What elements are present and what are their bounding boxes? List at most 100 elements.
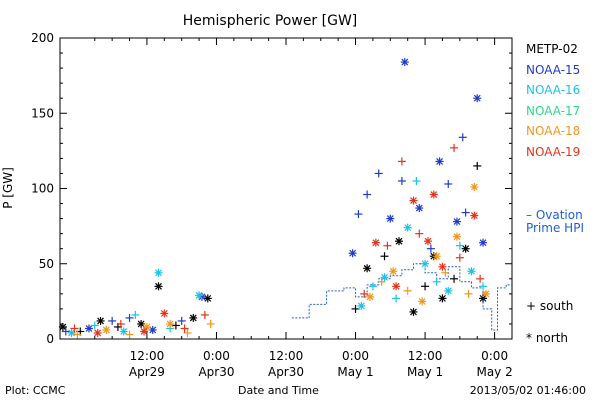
data-point-south bbox=[392, 294, 401, 303]
x-axis: 12:00 Apr29 0:00 Apr30 12:00 Apr30 0:00 May 1 12… bbox=[94, 38, 513, 379]
data-point-north bbox=[58, 322, 67, 331]
data-point-north bbox=[140, 327, 149, 336]
data-point-north bbox=[435, 157, 444, 166]
data-point-north bbox=[389, 267, 398, 276]
data-point-south bbox=[450, 143, 459, 152]
data-point-south bbox=[177, 316, 186, 325]
legend-item-noaa-15: NOAA-15 bbox=[526, 62, 581, 77]
data-point-south bbox=[200, 310, 209, 319]
data-point-north bbox=[137, 319, 146, 328]
data-point-south bbox=[354, 210, 363, 219]
data-point-north bbox=[432, 252, 441, 261]
x-tick-label-date: Apr30 bbox=[268, 365, 304, 379]
data-point-north bbox=[479, 238, 488, 247]
data-point-south bbox=[464, 289, 473, 298]
data-point-south bbox=[383, 241, 392, 250]
x-axis-label: Date and Time bbox=[238, 384, 319, 397]
y-axis: 0 50 100 150 200 bbox=[31, 31, 512, 346]
y-tick-label: 200 bbox=[31, 31, 54, 45]
data-point-south bbox=[131, 310, 140, 319]
x-tick-label-time: 0:00 bbox=[203, 349, 230, 363]
data-point-north bbox=[142, 322, 151, 331]
legend-south-marker: + south bbox=[526, 299, 574, 313]
x-tick-label-time: 0:00 bbox=[481, 349, 508, 363]
legend-north-marker: * north bbox=[526, 331, 569, 345]
data-point-south bbox=[476, 274, 485, 283]
data-point-south bbox=[351, 304, 360, 313]
chart-title: Hemispheric Power [GW] bbox=[183, 13, 358, 29]
legend-ovation-line1: – Ovation bbox=[526, 208, 583, 222]
data-point-south bbox=[432, 277, 441, 286]
plot-credit: Plot: CCMC bbox=[5, 384, 66, 397]
plot-frame bbox=[59, 37, 513, 340]
data-point-north bbox=[154, 282, 163, 291]
x-tick-label-time: 12:00 bbox=[130, 349, 165, 363]
data-point-south bbox=[171, 321, 180, 330]
x-tick-label-date: May 2 bbox=[476, 365, 512, 379]
data-point-north bbox=[148, 325, 157, 334]
x-tick-label-date: May 1 bbox=[407, 365, 443, 379]
data-point-north bbox=[481, 289, 490, 298]
data-point-north bbox=[423, 237, 432, 246]
ovation-hpi-line bbox=[291, 263, 512, 331]
y-tick-label: 50 bbox=[39, 257, 54, 271]
series-noaa-15 bbox=[61, 58, 488, 336]
x-tick-label-date: Apr29 bbox=[129, 365, 165, 379]
data-point-south bbox=[426, 244, 435, 253]
data-point-south bbox=[377, 277, 386, 286]
data-point-south bbox=[479, 282, 488, 291]
data-point-north bbox=[429, 190, 438, 199]
data-point-north bbox=[400, 58, 409, 67]
x-tick-label-date: Apr30 bbox=[198, 365, 234, 379]
data-point-north bbox=[403, 223, 412, 232]
data-point-north bbox=[357, 301, 366, 310]
series-noaa-16 bbox=[67, 176, 488, 337]
data-point-north bbox=[386, 214, 395, 223]
data-point-south bbox=[61, 327, 70, 336]
data-point-north bbox=[452, 232, 461, 241]
data-point-south bbox=[183, 328, 192, 337]
data-point-north bbox=[96, 316, 105, 325]
data-point-north bbox=[409, 196, 418, 205]
x-tick-label-time: 0:00 bbox=[342, 349, 369, 363]
data-point-south bbox=[397, 176, 406, 185]
data-point-north bbox=[470, 182, 479, 191]
data-point-south bbox=[363, 190, 372, 199]
data-point-south bbox=[380, 252, 389, 261]
legend-ovation-line2: Prime HPI bbox=[526, 221, 584, 235]
data-point-north bbox=[371, 238, 380, 247]
data-point-north bbox=[102, 325, 111, 334]
data-point-south bbox=[125, 313, 134, 322]
data-point-north bbox=[189, 313, 198, 322]
x-tick-label-time: 12:00 bbox=[269, 349, 304, 363]
data-point-north bbox=[415, 204, 424, 213]
data-point-south bbox=[421, 282, 430, 291]
data-point-south bbox=[116, 319, 125, 328]
data-point-south bbox=[374, 169, 383, 178]
data-point-south bbox=[444, 179, 453, 188]
data-point-north bbox=[444, 286, 453, 295]
data-point-south bbox=[473, 161, 482, 170]
data-point-north bbox=[452, 217, 461, 226]
data-point-south bbox=[206, 319, 215, 328]
data-point-north bbox=[438, 262, 447, 271]
data-point-north bbox=[380, 273, 389, 282]
plot-timestamp: 2013/05/02 01:46:00 bbox=[469, 384, 586, 397]
data-point-south bbox=[403, 286, 412, 295]
legend-item-noaa-19: NOAA-19 bbox=[526, 144, 581, 159]
legend-item-noaa-18: NOAA-18 bbox=[526, 124, 581, 138]
data-point-north bbox=[479, 294, 488, 303]
data-point-south bbox=[73, 330, 82, 339]
data-point-north bbox=[160, 309, 169, 318]
data-point-south bbox=[455, 253, 464, 262]
data-point-south bbox=[415, 229, 424, 238]
data-point-north bbox=[409, 307, 418, 316]
data-point-north bbox=[467, 267, 476, 276]
y-tick-label: 100 bbox=[31, 182, 54, 196]
data-point-north bbox=[84, 324, 93, 333]
data-point-north bbox=[392, 282, 401, 291]
data-point-south bbox=[368, 282, 377, 291]
data-point-north bbox=[154, 268, 163, 277]
data-point-south bbox=[360, 289, 369, 298]
